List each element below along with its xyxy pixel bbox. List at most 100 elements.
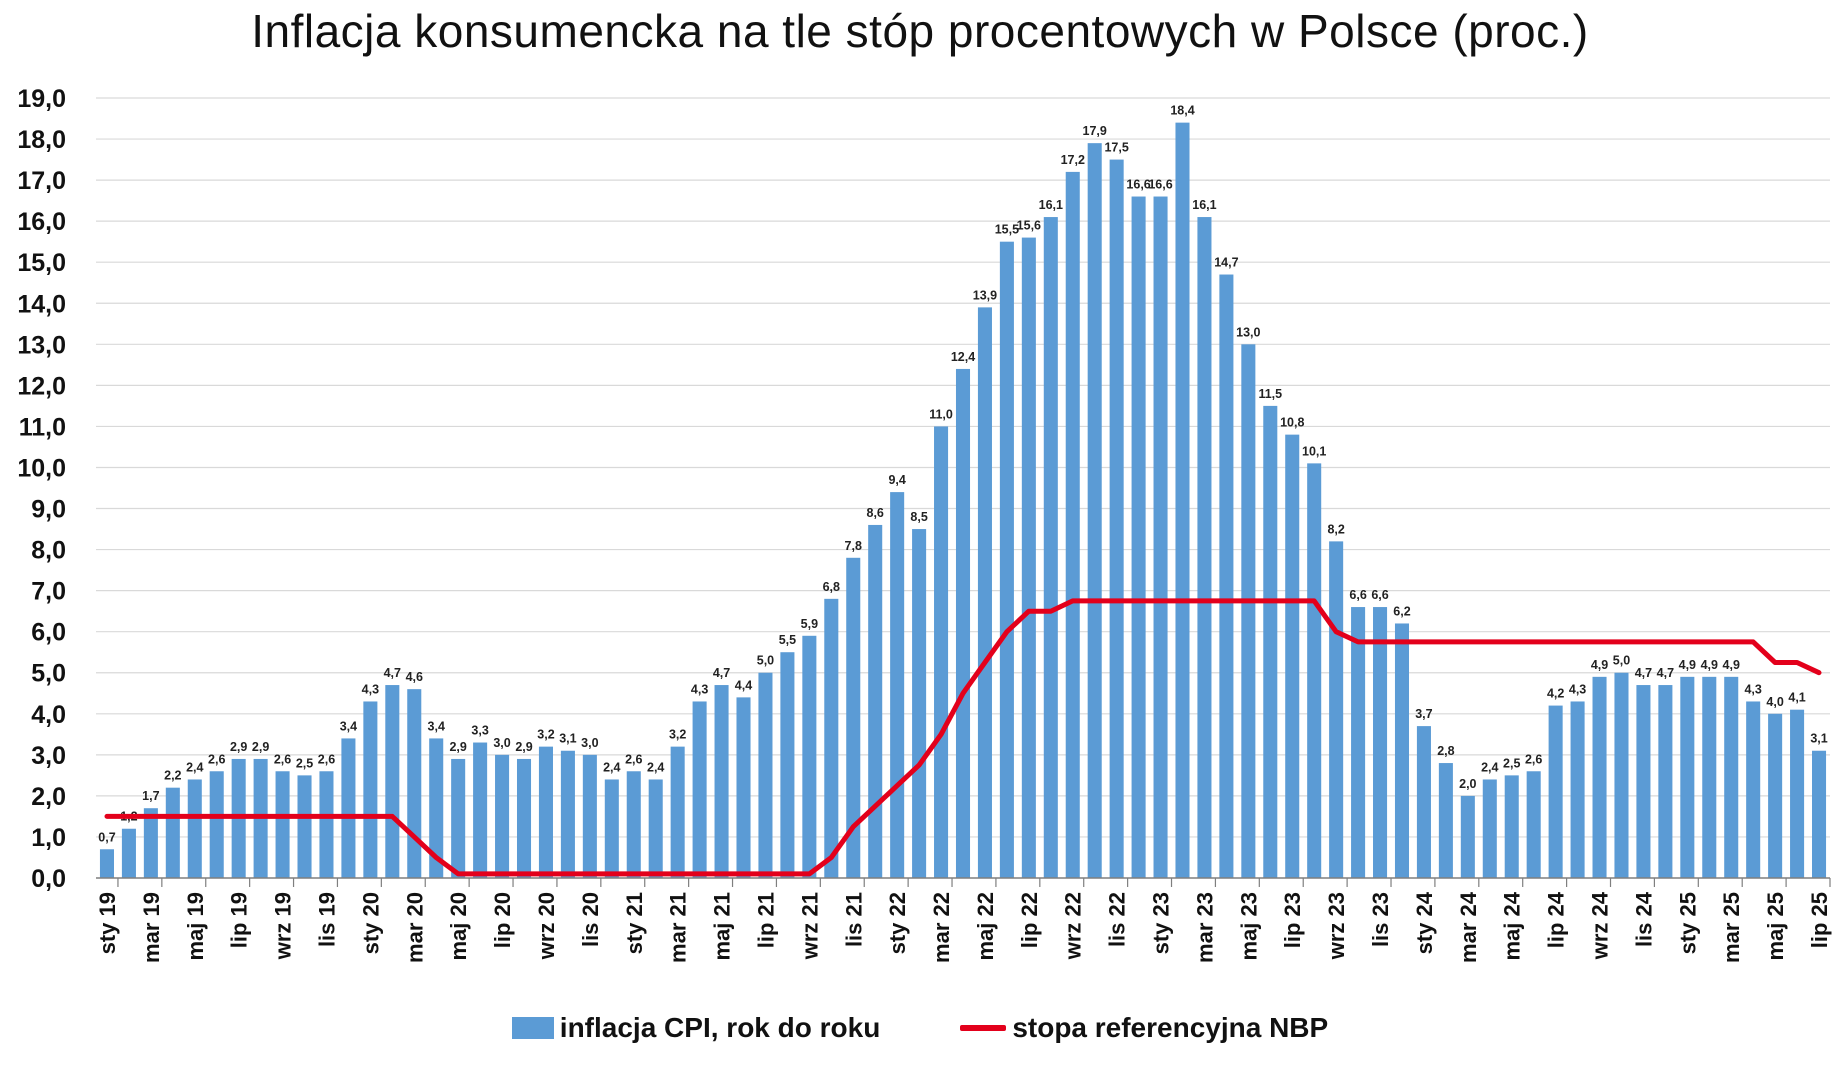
cpi-bar [1043, 217, 1058, 879]
cpi-data-label: 17,9 [1083, 124, 1107, 138]
cpi-data-label: 4,9 [1679, 658, 1696, 672]
cpi-bar [1351, 607, 1366, 878]
cpi-data-label: 16,6 [1148, 178, 1172, 192]
cpi-bar [1636, 685, 1651, 878]
cpi-bar [1768, 713, 1783, 878]
cpi-data-label: 11,5 [1258, 387, 1282, 401]
cpi-data-label: 16,6 [1126, 178, 1150, 192]
y-tick-label: 18,0 [17, 126, 66, 154]
cpi-data-label: 3,7 [1415, 707, 1432, 721]
cpi-bar [977, 307, 992, 878]
y-tick-label: 4,0 [31, 701, 66, 729]
x-tick-label: lip 20 [490, 892, 515, 948]
legend-swatch-cpi [511, 1017, 554, 1039]
cpi-data-label: 6,6 [1371, 588, 1388, 602]
x-tick-label: lis 24 [1631, 891, 1656, 947]
x-tick-label: sty 19 [95, 892, 120, 954]
legend-label-nbp-rate: stopa referencyjna NBP [1012, 1012, 1329, 1043]
cpi-data-label: 4,3 [1744, 682, 1761, 696]
cpi-data-label: 5,9 [801, 617, 818, 631]
cpi-bar [516, 758, 532, 878]
cpi-data-label: 3,2 [669, 728, 686, 742]
cpi-bar [538, 746, 553, 878]
cpi-bar [187, 779, 202, 878]
x-tick-label: wrz 24 [1588, 891, 1613, 960]
cpi-data-label: 2,4 [603, 760, 620, 774]
data-labels: 0,71,21,72,22,42,62,9 2,92,6 2,5 2,63,44,34… [98, 104, 1827, 845]
x-tick-label: maj 24 [1500, 891, 1525, 960]
cpi-data-label: 8,5 [910, 510, 927, 524]
cpi-data-label: 4,3 [1569, 682, 1586, 696]
cpi-data-label: 4,1 [1788, 691, 1805, 705]
cpi-bar [1307, 463, 1322, 878]
cpi-bar [341, 738, 356, 878]
legend-swatch-nbp-rate [960, 1025, 1007, 1031]
y-tick-label: 11,0 [19, 413, 66, 441]
x-tick-label: sty 24 [1412, 891, 1437, 954]
x-tick-label: mar 24 [1456, 891, 1481, 963]
cpi-data-label: 11,0 [929, 407, 953, 421]
y-tick-label: 3,0 [31, 742, 66, 770]
cpi-bar [99, 849, 114, 878]
cpi-bar [1746, 701, 1761, 878]
x-tick-label: mar 20 [402, 892, 427, 963]
x-tick-label: lis 21 [841, 892, 866, 947]
x-tick-label: wrz 23 [1324, 892, 1349, 960]
legend-item-nbp-rate: stopa referencyjna NBP [960, 1012, 1328, 1044]
cpi-data-label: 2,6 [318, 752, 335, 766]
cpi-bar [999, 241, 1014, 878]
cpi-bar [1482, 779, 1497, 878]
cpi-data-label: 18,4 [1170, 104, 1194, 118]
cpi-bar [1109, 159, 1124, 878]
x-tick-label: sty 22 [885, 892, 910, 954]
cpi-data-label: 6,2 [1393, 604, 1410, 618]
cpi-bar [1373, 607, 1388, 878]
y-tick-label: 5,0 [31, 660, 66, 688]
cpi-data-label: 17,2 [1061, 153, 1085, 167]
y-tick-label: 13,0 [17, 331, 66, 359]
cpi-data-label: 14,7 [1214, 256, 1238, 270]
cpi-bar [1285, 434, 1300, 878]
cpi-bar [209, 771, 224, 878]
cpi-bar [1241, 344, 1256, 878]
cpi-data-label: 8,6 [867, 506, 884, 520]
reference-rate-line-group [104, 598, 1822, 877]
cpi-bar [1526, 771, 1541, 878]
cpi-data-label: 10,8 [1280, 416, 1304, 430]
cpi-bar [121, 828, 136, 878]
x-tick-label: lis 22 [1105, 892, 1130, 947]
x-tick-label: wrz 22 [1061, 892, 1086, 960]
cpi-bar [297, 775, 312, 878]
cpi-bar [824, 598, 839, 878]
cpi-data-label: 2,2 [164, 769, 181, 783]
cpi-bar [143, 808, 158, 878]
x-tick-label: mar 21 [666, 892, 691, 963]
cpi-bar [1548, 705, 1563, 878]
cpi-bar [802, 635, 817, 878]
x-tick-label: lis 23 [1368, 892, 1393, 947]
cpi-bar [626, 771, 641, 878]
cpi-data-label: 10,1 [1302, 444, 1326, 458]
cpi-data-label: 2,4 [186, 760, 203, 774]
y-tick-label: 14,0 [17, 290, 66, 318]
cpi-data-label: 15,5 [995, 223, 1019, 237]
cpi-data-label: 4,9 [1591, 658, 1608, 672]
x-tick-label: wrz 19 [271, 892, 296, 960]
cpi-bar [846, 557, 861, 878]
cpi-bar [1614, 672, 1629, 878]
cpi-data-label: 4,6 [406, 670, 423, 684]
cpi-bar [912, 529, 927, 878]
cpi-bar [582, 754, 597, 878]
x-tick-label: sty 25 [1675, 892, 1700, 954]
cpi-data-label: 3,2 [537, 728, 554, 742]
cpi-bar [714, 685, 729, 878]
cpi-data-label: 0,7 [98, 830, 115, 844]
cpi-bar [1219, 274, 1234, 878]
cpi-data-label: 8,2 [1327, 522, 1344, 536]
cpi-data-label: 3,0 [581, 736, 598, 750]
cpi-bar [1329, 541, 1344, 878]
x-tick-label: wrz 21 [797, 892, 822, 960]
cpi-bar [451, 758, 466, 878]
legend-label-cpi: inflacja CPI, rok do roku [559, 1012, 881, 1043]
legend: inflacja CPI, rok do roku stopa referenc… [0, 1012, 1840, 1044]
